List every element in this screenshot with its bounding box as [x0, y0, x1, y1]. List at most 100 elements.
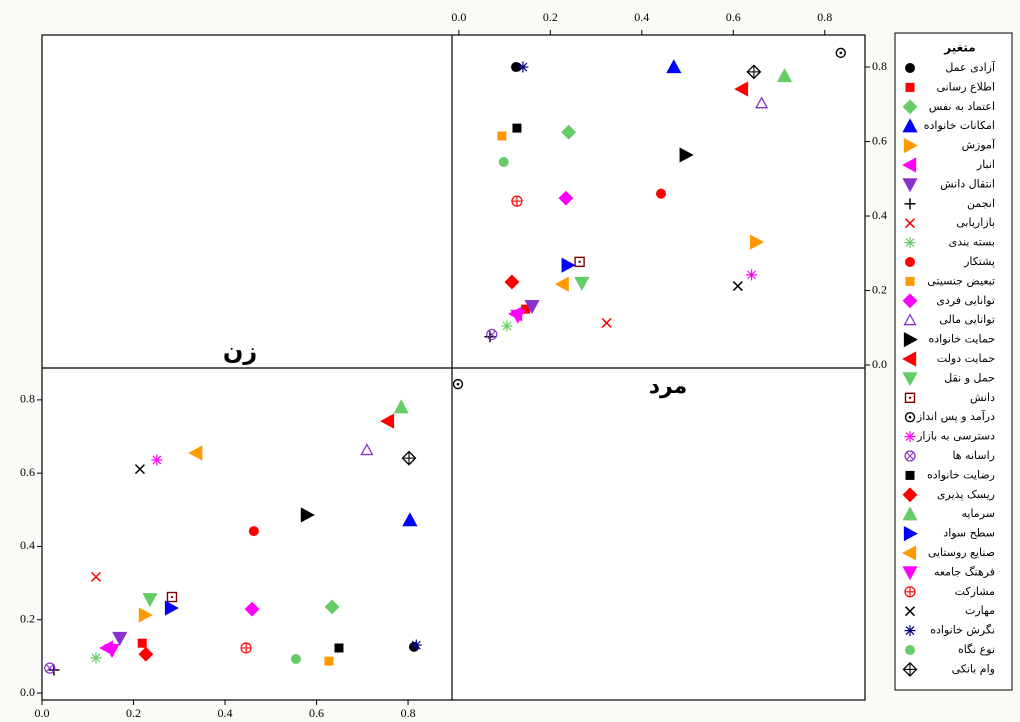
x-tick-label: 0.2 [126, 706, 141, 720]
marker-part [903, 526, 918, 542]
marker-part [905, 645, 915, 655]
legend-label: دسترسی به بازار [916, 430, 995, 443]
legend-label: بازاریابی [956, 216, 995, 229]
marker-part [902, 506, 918, 521]
point [151, 454, 163, 466]
marker-part [393, 399, 409, 414]
x-tick-label: 0.8 [401, 706, 416, 720]
point [452, 378, 464, 390]
legend-label: تبعیض جنسیتی [927, 274, 995, 287]
marker-part [44, 662, 56, 674]
point [512, 123, 522, 133]
point [112, 631, 128, 646]
x-tick-label: 0.6 [309, 706, 324, 720]
marker-part [411, 640, 421, 650]
panel-label: زن [223, 337, 257, 365]
x-tick-label: 0.8 [817, 10, 832, 24]
point [164, 600, 179, 616]
point [666, 59, 682, 74]
panel-label: مرد [649, 374, 688, 399]
point [300, 507, 315, 523]
point [524, 300, 540, 315]
legend-label: صنایع روستایی [928, 546, 995, 559]
marker-part [904, 218, 916, 229]
marker-part [835, 47, 846, 59]
marker-part [902, 293, 918, 309]
marker-part [170, 595, 174, 599]
marker-part [749, 234, 765, 250]
marker-part [511, 62, 522, 73]
marker-part [905, 82, 915, 92]
point [134, 464, 145, 475]
point [166, 591, 178, 603]
marker-part [518, 62, 528, 72]
legend-marker [904, 586, 916, 598]
legend-marker [902, 351, 917, 367]
legend-marker [905, 63, 915, 73]
point [142, 593, 158, 608]
legend-marker [902, 99, 918, 115]
marker-part [905, 470, 915, 480]
marker-part [839, 51, 843, 55]
marker-part [504, 274, 520, 290]
point [90, 652, 102, 664]
y-tick-label: 0.0 [20, 685, 35, 699]
point [501, 320, 513, 332]
legend-label: انجمن [967, 197, 995, 210]
marker-part [903, 138, 918, 154]
point [521, 304, 531, 314]
y-tick-label: 0.8 [20, 392, 35, 406]
marker-part [188, 445, 203, 461]
point [498, 157, 509, 168]
point [324, 599, 340, 615]
point [504, 274, 520, 290]
legend-marker [902, 372, 918, 387]
point [138, 607, 153, 623]
point [574, 256, 585, 268]
legend-label: رضایت خانواده [927, 468, 995, 481]
legend-label: آزادی عمل [945, 60, 996, 74]
x-tick-label: 0.0 [35, 706, 50, 720]
marker-part [578, 260, 581, 264]
marker-part [905, 257, 915, 267]
marker-part [561, 257, 576, 273]
y-tick-label: 0.2 [872, 282, 887, 296]
marker-part [104, 644, 120, 659]
marker-part [903, 313, 917, 326]
y-tick-label: 0.6 [872, 133, 887, 147]
point [511, 195, 523, 207]
point [137, 638, 147, 648]
marker-part [734, 81, 749, 97]
y-tick-label: 0.4 [872, 208, 887, 222]
x-tick-label: 0.4 [634, 10, 649, 24]
x-tick-label: 0.0 [451, 10, 466, 24]
marker-part [90, 571, 102, 582]
point [558, 190, 574, 206]
point [402, 512, 418, 527]
marker-part [452, 378, 464, 390]
legend-label: انتقال دانش [940, 177, 995, 190]
legend-marker [904, 412, 916, 423]
legend-marker [903, 526, 918, 542]
point [679, 147, 694, 163]
marker-part [290, 653, 301, 664]
marker-part [324, 599, 340, 615]
legend-marker [903, 138, 918, 154]
legend-label: مهارت [965, 604, 995, 617]
marker-part [498, 157, 509, 168]
x-tick-label: 0.6 [726, 10, 741, 24]
marker-part [902, 566, 918, 581]
point [511, 62, 522, 73]
marker-part [679, 147, 694, 163]
legend-marker [905, 257, 915, 267]
marker-part [902, 178, 918, 193]
marker-part [906, 452, 914, 460]
legend-label: فرهنگ جامعه [934, 565, 995, 578]
marker-part [138, 646, 154, 662]
marker-part [166, 591, 178, 603]
point [486, 328, 498, 341]
legend-label: درآمد و پس انداز [916, 409, 995, 423]
marker-part [334, 643, 344, 653]
point [138, 646, 154, 662]
point [410, 639, 422, 651]
